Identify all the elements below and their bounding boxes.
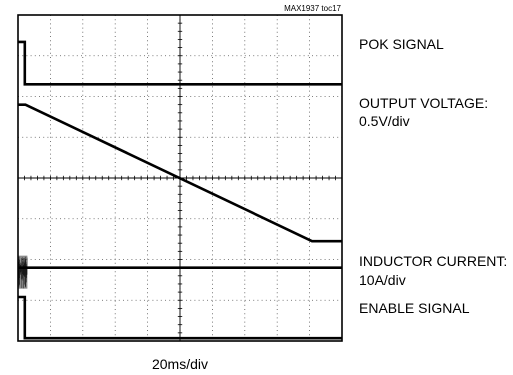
- scope-traces: [17, 40, 342, 340]
- legend-pok: POK SIGNAL: [359, 36, 444, 52]
- trace-enable: [18, 295, 342, 340]
- legend-output-scale: 0.5V/div: [359, 113, 410, 129]
- legend-pok-name: POK SIGNAL: [359, 36, 444, 52]
- legend-output-name: OUTPUT VOLTAGE:: [359, 95, 488, 111]
- legend-enable-name: ENABLE SIGNAL: [359, 300, 470, 316]
- time-scale-label: 20ms/div: [152, 356, 208, 372]
- trace-pok: [18, 40, 342, 86]
- legend-output: OUTPUT VOLTAGE: 0.5V/div: [359, 95, 488, 129]
- figure-id: MAX1937 toc17: [284, 4, 341, 13]
- screen-border: [17, 14, 343, 342]
- legend-enable: ENABLE SIGNAL: [359, 300, 470, 316]
- legend-inductor: INDUCTOR CURRENT: 10A/div: [359, 253, 507, 288]
- legend-inductor-name: INDUCTOR CURRENT:: [359, 253, 507, 269]
- legend-inductor-scale: 10A/div: [359, 272, 406, 288]
- trace-output: [18, 103, 342, 243]
